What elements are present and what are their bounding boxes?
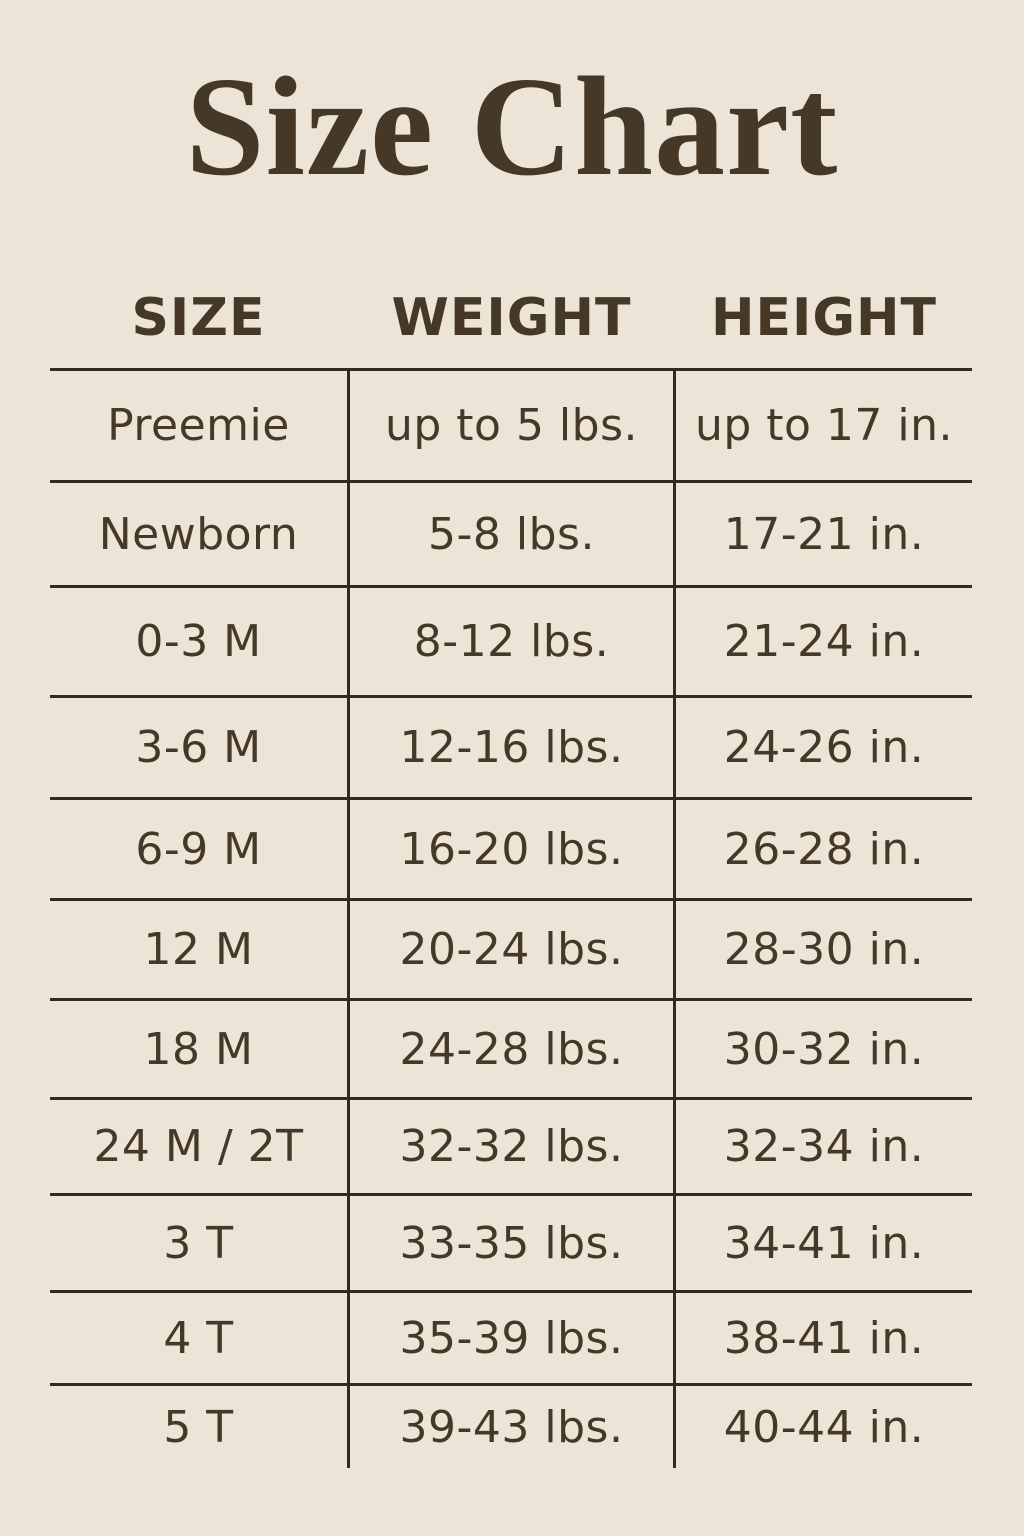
table-row: 18 M 24-28 lbs. 30-32 in. (50, 998, 972, 1097)
height-cell: 38-41 in. (723, 1312, 925, 1364)
size-cell: 5 T (163, 1401, 234, 1453)
table-header-row: SIZE WEIGHT HEIGHT (50, 268, 972, 368)
size-cell: 18 M (143, 1023, 254, 1075)
height-cell: 32-34 in. (723, 1121, 925, 1172)
weight-cell: 33-35 lbs. (347, 1196, 676, 1290)
weight-cell: 39-43 lbs. (347, 1386, 676, 1468)
size-cell: 4 T (163, 1312, 234, 1364)
weight-cell: 20-24 lbs. (347, 901, 676, 998)
table-row: 5 T 39-43 lbs. 40-44 in. (50, 1383, 972, 1468)
height-cell: 26-28 in. (723, 823, 925, 875)
column-header-weight: WEIGHT (391, 288, 632, 348)
size-cell: 12 M (143, 924, 254, 975)
size-table-body: Preemie up to 5 lbs. up to 17 in. Newbor… (50, 368, 972, 1468)
height-cell: 21-24 in. (723, 616, 925, 667)
page-title: Size Chart (185, 47, 839, 205)
weight-cell: 32-32 lbs. (347, 1100, 676, 1193)
table-row: 6-9 M 16-20 lbs. 26-28 in. (50, 797, 972, 898)
table-row: Newborn 5-8 lbs. 17-21 in. (50, 480, 972, 585)
height-cell: 24-26 in. (723, 722, 925, 773)
weight-cell: 35-39 lbs. (347, 1293, 676, 1383)
table-row: 12 M 20-24 lbs. 28-30 in. (50, 898, 972, 998)
weight-cell: 12-16 lbs. (347, 698, 676, 797)
table-row: 3-6 M 12-16 lbs. 24-26 in. (50, 695, 972, 797)
height-cell: 40-44 in. (723, 1401, 925, 1453)
column-header-height: HEIGHT (710, 288, 938, 348)
size-cell: 6-9 M (135, 823, 262, 875)
height-cell: up to 17 in. (694, 400, 954, 451)
weight-cell: 16-20 lbs. (347, 800, 676, 898)
height-cell: 17-21 in. (723, 508, 925, 560)
table-row: 4 T 35-39 lbs. 38-41 in. (50, 1290, 972, 1383)
column-header-size: SIZE (131, 288, 266, 348)
size-cell: Newborn (98, 508, 299, 560)
size-cell: Preemie (107, 400, 290, 451)
table-row: 3 T 33-35 lbs. 34-41 in. (50, 1193, 972, 1290)
weight-cell: 8-12 lbs. (347, 588, 676, 695)
weight-cell: 5-8 lbs. (347, 483, 676, 585)
height-cell: 30-32 in. (723, 1023, 925, 1075)
size-cell: 0-3 M (135, 616, 262, 667)
table-row: Preemie up to 5 lbs. up to 17 in. (50, 368, 972, 480)
size-cell: 3-6 M (135, 722, 262, 773)
height-cell: 28-30 in. (723, 924, 925, 975)
table-row: 0-3 M 8-12 lbs. 21-24 in. (50, 585, 972, 695)
table-row: 24 M / 2T 32-32 lbs. 32-34 in. (50, 1097, 972, 1193)
weight-cell: up to 5 lbs. (347, 371, 676, 480)
size-cell: 3 T (163, 1217, 234, 1269)
height-cell: 34-41 in. (723, 1217, 925, 1269)
size-cell: 24 M / 2T (93, 1121, 304, 1172)
weight-cell: 24-28 lbs. (347, 1001, 676, 1097)
